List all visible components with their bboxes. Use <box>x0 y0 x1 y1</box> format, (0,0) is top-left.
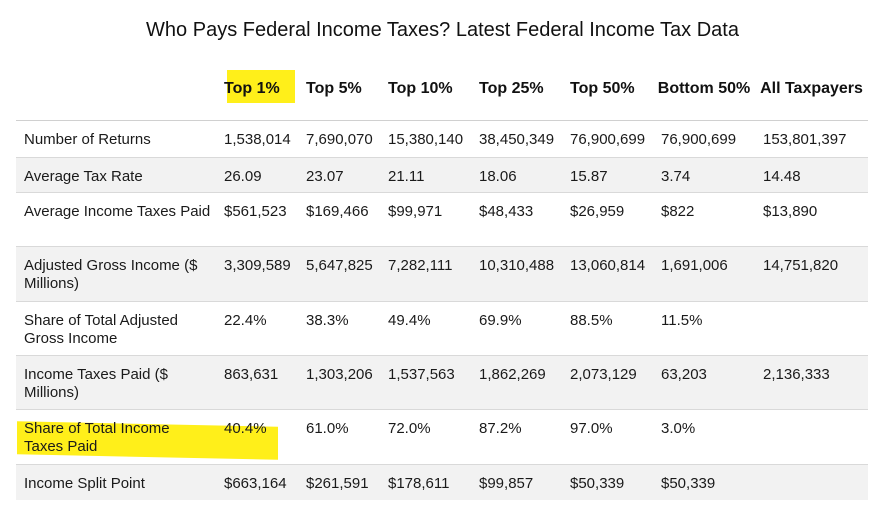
table-cell: 76,900,699 <box>661 130 737 148</box>
table-row: Number of Returns 1,538,014 7,690,070 15… <box>16 120 868 157</box>
row-label-header <box>16 72 216 120</box>
table-cell: 87.2% <box>479 419 522 437</box>
table-cell: 13,060,814 <box>570 256 646 274</box>
table-cell: $99,971 <box>388 202 443 220</box>
top-1-percent-highlight <box>227 70 295 103</box>
table-cell: 38,450,349 <box>479 130 555 148</box>
table-cell: 7,282,111 <box>388 256 453 274</box>
row-label: Share of Total Income Taxes Paid <box>24 419 170 455</box>
table-cell: $48,433 <box>479 202 534 220</box>
table-cell: 72.0% <box>388 419 431 437</box>
table-cell: 11.5% <box>661 311 703 329</box>
table-cell: 63,203 <box>661 365 707 383</box>
table-cell: 2,136,333 <box>763 365 830 383</box>
table-cell: 7,690,070 <box>306 130 373 148</box>
table-cell: 49.4% <box>388 311 431 329</box>
table-cell: $50,339 <box>661 474 716 492</box>
table-cell: 1,538,014 <box>224 130 291 148</box>
table-cell: 153,801,397 <box>763 130 847 148</box>
income-tax-table: Top 1% Top 5% Top 10% Top 25% Top 50% Bo… <box>16 72 868 500</box>
table-cell: $99,857 <box>479 474 534 492</box>
table-cell: $178,611 <box>388 474 450 492</box>
row-label: Number of Returns <box>24 130 151 148</box>
table-cell: 1,862,269 <box>479 365 546 383</box>
column-header-top-10: Top 10% <box>388 80 453 97</box>
table-cell: 88.5% <box>570 311 613 329</box>
table-row: Income Taxes Paid ($ Millions) 863,631 1… <box>16 355 868 409</box>
table-cell: 2,073,129 <box>570 365 637 383</box>
table-cell: 22.4% <box>224 311 267 329</box>
table-cell: 10,310,488 <box>479 256 555 274</box>
table-cell: 15,380,140 <box>388 130 464 148</box>
table-cell: 97.0% <box>570 419 613 437</box>
table-cell: 5,647,825 <box>306 256 373 274</box>
table-cell <box>755 464 868 500</box>
table-cell: 1,303,206 <box>306 365 373 383</box>
table-cell: $50,339 <box>570 474 625 492</box>
row-label: Income Taxes Paid ($ Millions) <box>24 365 168 401</box>
table-cell: $663,164 <box>224 474 287 492</box>
page-title: Who Pays Federal Income Taxes? Latest Fe… <box>146 19 739 41</box>
table-cell: 14.48 <box>763 167 801 185</box>
table-cell: 14,751,820 <box>763 256 839 274</box>
table-cell: $822 <box>661 202 695 220</box>
column-header-top-25: Top 25% <box>479 80 544 97</box>
row-label: Income Split Point <box>24 474 145 492</box>
table-cell: 863,631 <box>224 365 279 383</box>
table-cell: 3.0% <box>661 419 696 437</box>
table-row: Income Split Point $663,164 $261,591 $17… <box>16 464 868 500</box>
row-label: Adjusted Gross Income ($ Millions) <box>24 256 198 292</box>
column-header-top-50: Top 50% <box>570 80 635 97</box>
table-row: Average Income Taxes Paid $561,523 $169,… <box>16 192 868 246</box>
table-cell: $561,523 <box>224 202 287 220</box>
table-cell: 18.06 <box>479 167 517 185</box>
table-cell: $26,959 <box>570 202 625 220</box>
table-header-row: Top 1% Top 5% Top 10% Top 25% Top 50% Bo… <box>16 72 868 120</box>
column-header-all-taxpayers: All Taxpayers <box>760 80 863 97</box>
row-label: Average Income Taxes Paid <box>24 202 211 220</box>
table-cell: 38.3% <box>306 311 349 329</box>
table-cell: 1,691,006 <box>661 256 728 274</box>
row-label: Average Tax Rate <box>24 167 143 185</box>
table-cell: 61.0% <box>306 419 349 437</box>
table-row: Share of Total Adjusted Gross Income 22.… <box>16 301 868 355</box>
table-cell <box>755 409 868 464</box>
table-cell <box>755 301 868 355</box>
table-cell: 40.4% <box>224 419 267 437</box>
table-cell: 26.09 <box>224 167 262 185</box>
column-header-top-1: Top 1% <box>224 80 280 97</box>
table-row: Adjusted Gross Income ($ Millions) 3,309… <box>16 246 868 301</box>
table-cell: 23.07 <box>306 167 344 185</box>
row-label: Share of Total Adjusted Gross Income <box>24 311 178 347</box>
table-cell: 69.9% <box>479 311 522 329</box>
column-header-bottom-50: Bottom 50% <box>657 80 751 97</box>
table-cell: 15.87 <box>570 167 608 185</box>
table-cell: $261,591 <box>306 474 369 492</box>
table-cell: 76,900,699 <box>570 130 646 148</box>
table-cell: 1,537,563 <box>388 365 455 383</box>
table-row: Share of Total Income Taxes Paid 40.4% 6… <box>16 409 868 464</box>
table-cell: $13,890 <box>763 202 818 220</box>
table-cell: 21.11 <box>388 167 425 185</box>
table-cell: $169,466 <box>306 202 369 220</box>
table-cell: 3,309,589 <box>224 256 291 274</box>
column-header-top-5: Top 5% <box>306 80 362 97</box>
table-row: Average Tax Rate 26.09 23.07 21.11 18.06… <box>16 157 868 192</box>
table-cell: 3.74 <box>661 167 691 185</box>
